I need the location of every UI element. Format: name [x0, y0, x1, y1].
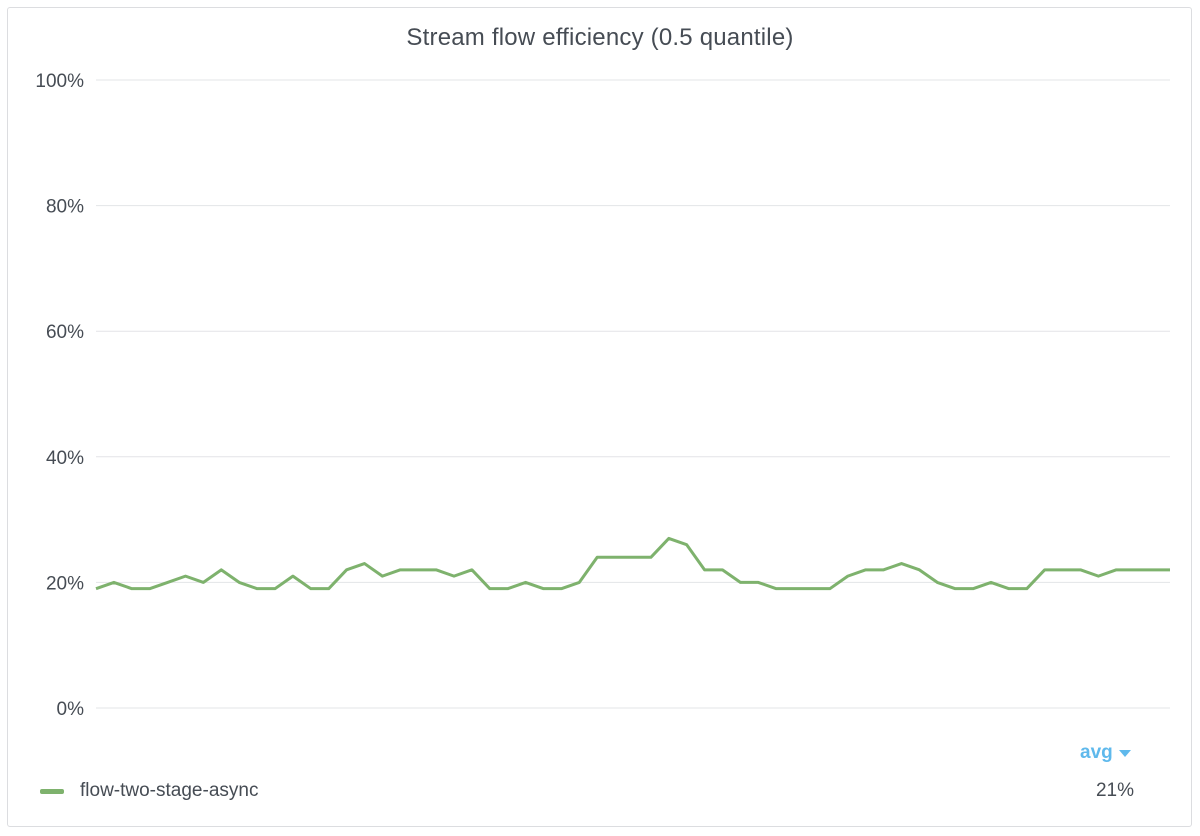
data-point[interactable] — [666, 536, 671, 541]
data-point[interactable] — [290, 574, 295, 579]
data-point[interactable] — [810, 586, 815, 591]
data-point[interactable] — [1096, 574, 1101, 579]
data-point[interactable] — [863, 567, 868, 572]
data-point[interactable] — [577, 580, 582, 585]
data-point[interactable] — [308, 586, 313, 591]
series-line-flow-two-stage-async[interactable] — [95, 536, 1170, 591]
data-point[interactable] — [702, 567, 707, 572]
data-point[interactable] — [917, 567, 922, 572]
data-point[interactable] — [684, 542, 689, 547]
data-point[interactable] — [1168, 567, 1173, 572]
grid-layer — [96, 79, 1170, 709]
data-point[interactable] — [147, 586, 152, 591]
data-point[interactable] — [827, 586, 832, 591]
data-point[interactable] — [935, 580, 940, 585]
y-tick-label: 100% — [35, 71, 84, 92]
data-point[interactable] — [201, 580, 206, 585]
data-point[interactable] — [1114, 567, 1119, 572]
y-tick-label: 40% — [46, 448, 84, 469]
data-point[interactable] — [1006, 586, 1011, 591]
caret-down-icon — [1118, 749, 1131, 757]
data-point[interactable] — [1042, 567, 1047, 572]
data-point[interactable] — [1024, 586, 1029, 591]
y-tick-label: 0% — [57, 699, 85, 720]
data-point[interactable] — [756, 580, 761, 585]
data-point[interactable] — [129, 586, 134, 591]
data-point[interactable] — [111, 580, 116, 585]
data-point[interactable] — [1132, 567, 1137, 572]
data-point[interactable] — [595, 555, 600, 560]
data-point[interactable] — [273, 586, 278, 591]
series-layer — [94, 536, 1173, 591]
data-point[interactable] — [899, 561, 904, 566]
data-point[interactable] — [720, 567, 725, 572]
data-point[interactable] — [237, 580, 242, 585]
data-point[interactable] — [505, 586, 510, 591]
legend-series-name[interactable]: flow-two-stage-async — [80, 780, 259, 801]
data-point[interactable] — [613, 555, 618, 560]
data-point[interactable] — [738, 580, 743, 585]
data-point[interactable] — [631, 555, 636, 560]
data-point[interactable] — [487, 586, 492, 591]
data-point[interactable] — [523, 580, 528, 585]
data-point[interactable] — [971, 586, 976, 591]
y-tick-label: 60% — [46, 322, 84, 343]
data-point[interactable] — [559, 586, 564, 591]
y-tick-label: 20% — [46, 573, 84, 594]
data-point[interactable] — [416, 567, 421, 572]
legend-item[interactable]: flow-two-stage-async 21% — [40, 778, 1140, 804]
data-point[interactable] — [774, 586, 779, 591]
series-color-swatch[interactable] — [40, 788, 64, 794]
data-point[interactable] — [1078, 567, 1083, 572]
legend-avg-sort-header[interactable]: avg — [1080, 742, 1131, 764]
data-point[interactable] — [326, 586, 331, 591]
data-point[interactable] — [398, 567, 403, 572]
data-point[interactable] — [881, 567, 886, 572]
data-point[interactable] — [344, 567, 349, 572]
data-point[interactable] — [362, 561, 367, 566]
legend-avg-label: avg — [1080, 742, 1113, 763]
y-axis: 100% 80% 60% 40% 20% 0% — [35, 71, 84, 720]
y-tick-label: 80% — [46, 197, 84, 218]
data-point[interactable] — [792, 586, 797, 591]
data-point[interactable] — [94, 586, 99, 591]
data-point[interactable] — [469, 567, 474, 572]
data-point[interactable] — [380, 574, 385, 579]
data-point[interactable] — [165, 580, 170, 585]
data-point[interactable] — [219, 567, 224, 572]
chart-panel — [7, 7, 1192, 827]
data-point[interactable] — [989, 580, 994, 585]
data-point[interactable] — [183, 574, 188, 579]
data-point[interactable] — [953, 586, 958, 591]
data-point[interactable] — [541, 586, 546, 591]
data-point[interactable] — [434, 567, 439, 572]
data-point[interactable] — [452, 574, 457, 579]
data-point[interactable] — [1150, 567, 1155, 572]
data-point[interactable] — [648, 555, 653, 560]
panel-title[interactable]: Stream flow efficiency (0.5 quantile) — [406, 24, 794, 51]
legend-series-avg: 21% — [1095, 780, 1134, 801]
data-point[interactable] — [845, 574, 850, 579]
data-point[interactable] — [1060, 567, 1065, 572]
data-point[interactable] — [255, 586, 260, 591]
